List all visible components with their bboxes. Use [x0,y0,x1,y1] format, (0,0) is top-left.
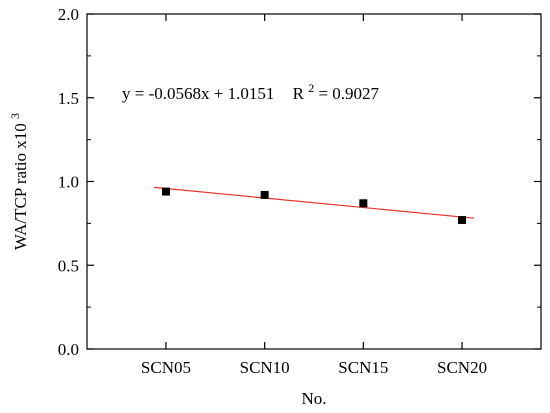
y-tick-label: 1.5 [58,89,79,108]
data-point [161,187,170,196]
data-points [161,187,467,225]
fit-line [154,186,474,219]
r2-exponent: 2 [308,81,314,95]
data-point [260,190,269,199]
r2-value: = 0.9027 [318,84,379,103]
x-tick-label: SCN15 [338,358,388,377]
x-tick-label: SCN20 [437,358,487,377]
fit-equation-label: y = -0.0568x + 1.0151 R 2 = 0.9027 [122,77,380,103]
y-axis-title-main: WA/TCP ratio x10 [11,123,30,250]
x-tick-label: SCN10 [240,358,290,377]
plot-frame [86,13,542,350]
r2-symbol: R [293,84,305,103]
axes [86,13,542,350]
x-tick-label: SCN05 [141,358,191,377]
data-point [359,199,368,208]
y-tick-label: 0.5 [58,256,79,275]
ticks: 0.0 0.5 1.0 1.5 2.0 SCN05 SCN10 SCN15 SCN20 [58,5,541,377]
fit-equation-text: y = -0.0568x + 1.0151 [122,84,274,103]
y-axis-title-exponent: 3 [8,113,22,119]
y-axis-title: WA/TCP ratio x10 3 [8,113,30,250]
data-point [458,216,467,225]
y-tick-label: 0.0 [58,340,79,359]
y-tick-label: 2.0 [58,5,79,24]
x-axis-title: No. [301,389,326,408]
y-tick-label: 1.0 [58,173,79,192]
